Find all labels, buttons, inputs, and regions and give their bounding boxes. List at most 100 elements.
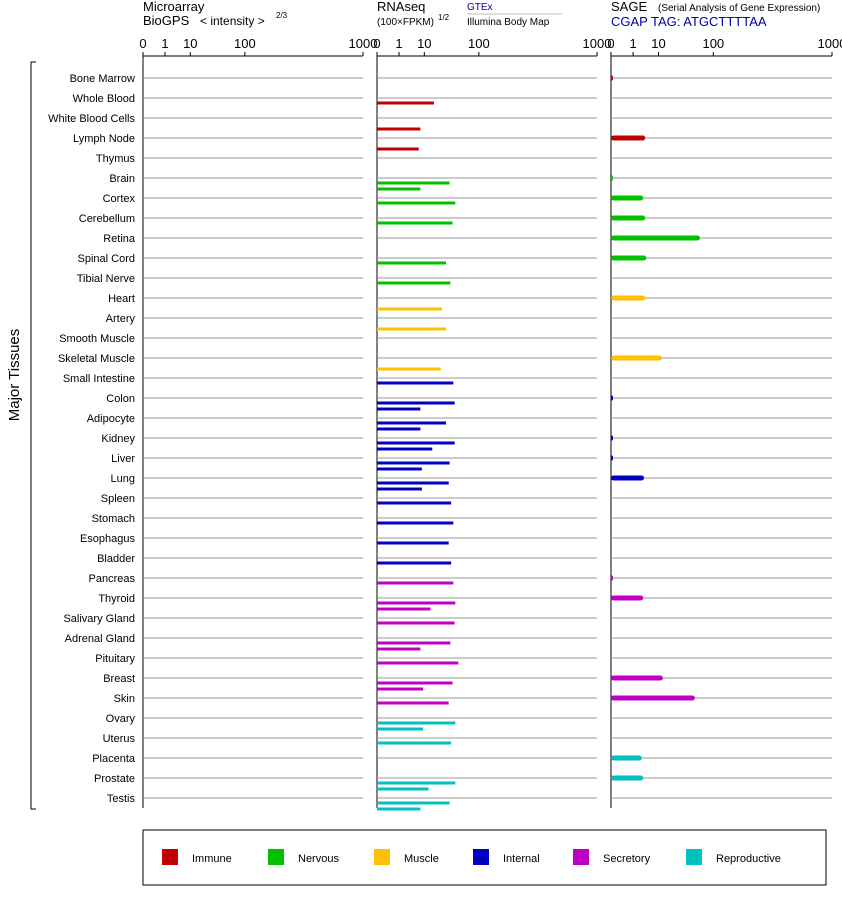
x-tick-label: 1000 bbox=[349, 36, 378, 51]
sage-bar bbox=[611, 695, 695, 701]
legend-label: Secretory bbox=[603, 853, 651, 865]
tissue-label: Placenta bbox=[92, 753, 136, 765]
tissue-label: Small Intestine bbox=[63, 373, 135, 385]
x-tick-label: 10 bbox=[183, 36, 197, 51]
gtex-bar bbox=[377, 661, 459, 665]
intensity-label: < intensity > bbox=[200, 14, 265, 28]
sage-subtitle: (Serial Analysis of Gene Expression) bbox=[658, 3, 820, 14]
gtex-bar bbox=[377, 681, 453, 685]
sage-bar bbox=[611, 475, 645, 481]
gtex-bar bbox=[377, 261, 447, 265]
illumina-source-label: Illumina Body Map bbox=[467, 17, 550, 28]
sage-bar bbox=[611, 215, 646, 221]
legend-label: Internal bbox=[503, 853, 540, 865]
gtex-bar bbox=[377, 101, 434, 105]
gtex-bar bbox=[377, 221, 453, 225]
tissue-label: Retina bbox=[103, 233, 136, 245]
legend-swatch bbox=[686, 849, 702, 865]
legend-swatch bbox=[473, 849, 489, 865]
illumina-bar bbox=[377, 147, 419, 151]
illumina-bar bbox=[377, 807, 421, 811]
tissue-label: Colon bbox=[106, 393, 135, 405]
gtex-bar bbox=[377, 621, 455, 625]
tissue-label: Pituitary bbox=[95, 653, 135, 665]
sage-bar bbox=[611, 235, 700, 241]
legend-label: Immune bbox=[192, 853, 232, 865]
sage-bar bbox=[611, 135, 646, 141]
legend-swatch bbox=[162, 849, 178, 865]
x-tick-label: 0 bbox=[607, 36, 614, 51]
tissue-label: Testis bbox=[107, 793, 136, 805]
gtex-bar bbox=[377, 521, 454, 525]
sage-bar bbox=[611, 755, 642, 761]
sage-tag-label: CGAP TAG: ATGCTTTTAA bbox=[611, 14, 767, 29]
x-tick-label: 1 bbox=[629, 36, 636, 51]
gtex-bar bbox=[377, 181, 450, 185]
tissue-label: Spleen bbox=[101, 493, 135, 505]
x-tick-label: 100 bbox=[702, 36, 724, 51]
microarray-title: Microarray bbox=[143, 0, 205, 14]
illumina-bar bbox=[377, 647, 421, 651]
sage-bar bbox=[611, 255, 647, 261]
sage-bar bbox=[611, 595, 644, 601]
x-tick-label: 1 bbox=[161, 36, 168, 51]
tissue-label: Whole Blood bbox=[73, 93, 135, 105]
rows-layer: Bone Marrow Whole Blood White Blood Cells L… bbox=[48, 73, 832, 805]
tissue-label: Prostate bbox=[94, 773, 135, 785]
tissue-label: Heart bbox=[108, 293, 135, 305]
illumina-bar bbox=[377, 187, 421, 191]
tissue-label: Breast bbox=[103, 673, 135, 685]
gtex-bar bbox=[377, 741, 452, 745]
gtex-bar bbox=[377, 401, 455, 405]
sage-bar bbox=[611, 455, 613, 461]
sage-bar bbox=[611, 295, 646, 301]
tissue-label: Stomach bbox=[92, 513, 135, 525]
legend-swatch bbox=[374, 849, 390, 865]
illumina-bar bbox=[377, 467, 422, 471]
illumina-bar bbox=[377, 427, 421, 431]
illumina-bar bbox=[377, 307, 442, 311]
tissue-label: Bone Marrow bbox=[70, 73, 135, 85]
illumina-bar bbox=[377, 407, 421, 411]
gtex-bar bbox=[377, 581, 454, 585]
panels-layer: 011010010000110100100001101001000 bbox=[139, 36, 842, 808]
x-tick-label: 100 bbox=[234, 36, 256, 51]
gtex-bar bbox=[377, 381, 454, 385]
gtex-bar bbox=[377, 501, 452, 505]
x-tick-label: 10 bbox=[651, 36, 665, 51]
gtex-bar bbox=[377, 421, 447, 425]
gtex-bar bbox=[377, 801, 450, 805]
tissue-label: White Blood Cells bbox=[48, 113, 135, 125]
tissue-label: Bladder bbox=[97, 553, 135, 565]
tissue-label: Lymph Node bbox=[73, 133, 135, 145]
legend-label: Reproductive bbox=[716, 853, 781, 865]
gtex-bar bbox=[377, 281, 451, 285]
tissue-label: Cerebellum bbox=[79, 213, 135, 225]
illumina-bar bbox=[377, 127, 421, 131]
tissue-label: Kidney bbox=[101, 433, 135, 445]
illumina-bar bbox=[377, 607, 431, 611]
illumina-bar bbox=[377, 447, 433, 451]
tissue-label: Adipocyte bbox=[87, 413, 135, 425]
tissue-label: Tibial Nerve bbox=[77, 273, 135, 285]
tissue-label: Skeletal Muscle bbox=[58, 353, 135, 365]
tissue-label: Thyroid bbox=[98, 593, 135, 605]
x-tick-label: 100 bbox=[468, 36, 490, 51]
biogps-title: BioGPS bbox=[143, 13, 190, 28]
sage-bar bbox=[611, 575, 613, 581]
gtex-bar bbox=[377, 721, 456, 725]
tissue-label: Lung bbox=[111, 473, 135, 485]
gtex-bar bbox=[377, 641, 451, 645]
tissue-label: Brain bbox=[109, 173, 135, 185]
legend-label: Muscle bbox=[404, 853, 439, 865]
legend-swatch bbox=[573, 849, 589, 865]
legend: Immune Nervous Muscle Internal Secretory Repr… bbox=[162, 849, 781, 865]
sage-bar bbox=[611, 775, 644, 781]
gtex-bar bbox=[377, 541, 449, 545]
x-tick-label: 0 bbox=[139, 36, 146, 51]
sage-title: SAGE bbox=[611, 0, 647, 14]
x-tick-label: 1000 bbox=[818, 36, 842, 51]
gtex-bar bbox=[377, 601, 456, 605]
illumina-bar bbox=[377, 367, 441, 371]
rnaseq-exponent: 1/2 bbox=[438, 13, 450, 22]
